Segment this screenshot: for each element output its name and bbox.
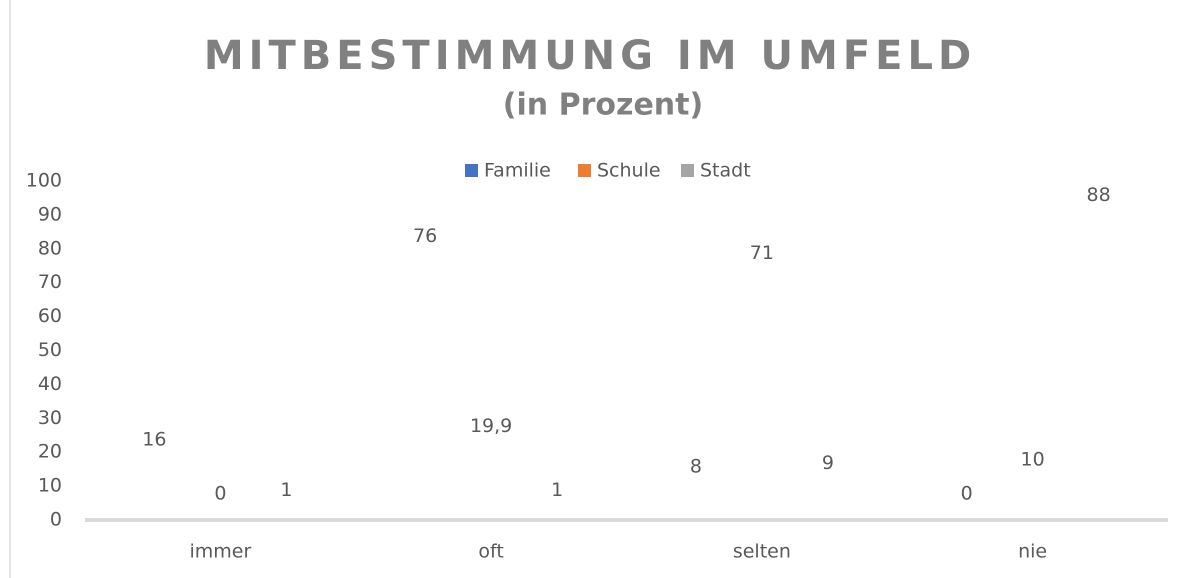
bar — [1074, 222, 1124, 520]
y-tick-label: 30 — [38, 407, 62, 429]
bar — [129, 466, 179, 520]
data-label: 0 — [214, 483, 226, 505]
data-label: 8 — [690, 455, 702, 477]
legend-label: Schule — [597, 160, 661, 182]
y-tick-label: 90 — [38, 203, 62, 225]
chart-subtitle: (in Prozent) — [503, 88, 703, 123]
data-label: 0 — [961, 483, 973, 505]
bar — [400, 262, 450, 520]
y-tick-label: 40 — [38, 373, 62, 395]
data-label: 88 — [1087, 184, 1111, 206]
x-tick-label: immer — [189, 541, 251, 563]
y-tick-label: 60 — [38, 305, 62, 327]
bar — [466, 453, 516, 520]
chart-title: MITBESTIMMUNG IM UMFELD — [204, 33, 976, 79]
data-label: 16 — [142, 428, 166, 450]
legend-label: Stadt — [700, 160, 751, 182]
bar — [803, 489, 853, 520]
legend-swatch — [681, 164, 694, 177]
y-tick-label: 80 — [38, 237, 62, 259]
y-tick-label: 20 — [38, 441, 62, 463]
bar — [671, 493, 721, 520]
legend-label: Familie — [484, 160, 551, 182]
y-tick-label: 0 — [50, 509, 62, 531]
bar — [737, 279, 787, 520]
legend-swatch — [578, 164, 591, 177]
data-label: 1 — [551, 479, 563, 501]
x-tick-label: nie — [1018, 541, 1047, 563]
x-tick-label: selten — [733, 541, 791, 563]
x-tick-label: oft — [478, 541, 503, 563]
y-tick-label: 10 — [38, 475, 62, 497]
data-label: 76 — [413, 225, 437, 247]
y-tick-label: 100 — [26, 170, 62, 192]
data-label: 1 — [280, 479, 292, 501]
data-label: 9 — [822, 452, 834, 474]
data-label: 19,9 — [470, 415, 512, 437]
y-tick-label: 70 — [38, 271, 62, 293]
data-label: 10 — [1021, 449, 1045, 471]
legend-swatch — [465, 164, 478, 177]
y-tick-label: 50 — [38, 339, 62, 361]
data-label: 71 — [750, 242, 774, 264]
bar — [1008, 486, 1058, 520]
